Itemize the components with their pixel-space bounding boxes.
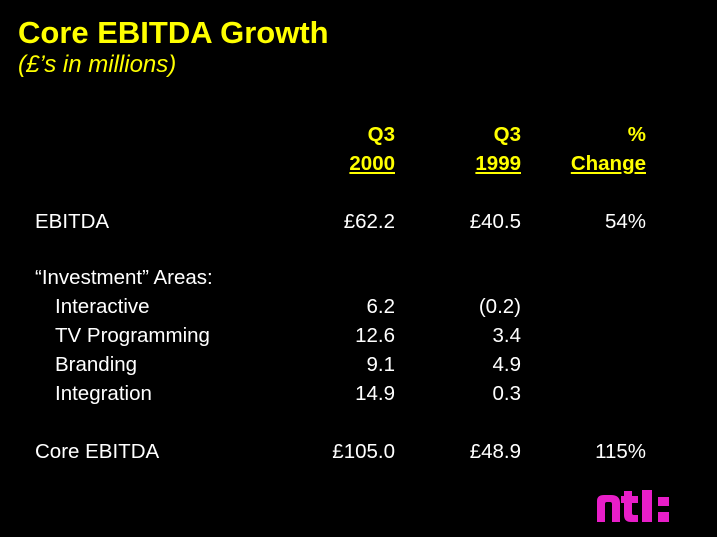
cell-ebitda-1999: £40.5 xyxy=(469,210,521,233)
cell-ebitda-2000: £62.2 xyxy=(343,210,395,233)
cell-tv-programming-2000: 12.6 xyxy=(355,324,395,347)
col-change-header-line2: Change xyxy=(570,152,646,175)
cell-interactive-1999: (0.2) xyxy=(478,295,521,318)
col-q3-1999-header-line1: Q3 xyxy=(493,123,521,146)
cell-branding-1999: 4.9 xyxy=(492,353,522,376)
cell-interactive-2000: 6.2 xyxy=(366,295,396,318)
col-q3-1999-header-line2: 1999 xyxy=(475,152,521,175)
page-subtitle: (£’s in millions) xyxy=(18,51,177,78)
cell-ebitda-change: 54% xyxy=(604,210,646,233)
ntl-logo xyxy=(596,490,700,529)
row-label-branding: Branding xyxy=(55,353,138,376)
cell-branding-2000: 9.1 xyxy=(366,353,396,376)
cell-tv-programming-1999: 3.4 xyxy=(492,324,522,347)
row-label-ebitda: EBITDA xyxy=(35,210,110,233)
cell-core-ebitda-change: 115% xyxy=(595,440,646,463)
col-change-header-line1: % xyxy=(627,123,646,146)
cell-integration-1999: 0.3 xyxy=(492,382,522,405)
row-label-integration: Integration xyxy=(55,382,152,405)
row-label-core-ebitda: Core EBITDA xyxy=(35,440,160,463)
cell-integration-2000: 14.9 xyxy=(355,382,395,405)
page-title: Core EBITDA Growth xyxy=(18,15,329,50)
col-q3-2000-header-line2: 2000 xyxy=(349,152,395,175)
section-heading-investment-areas: “Investment” Areas: xyxy=(35,266,213,289)
cell-core-ebitda-1999: £48.9 xyxy=(469,440,521,463)
row-label-interactive: Interactive xyxy=(55,295,150,318)
col-q3-2000-header-line1: Q3 xyxy=(367,123,395,146)
row-label-tv-programming: TV Programming xyxy=(55,324,210,347)
cell-core-ebitda-2000: £105.0 xyxy=(332,440,395,463)
